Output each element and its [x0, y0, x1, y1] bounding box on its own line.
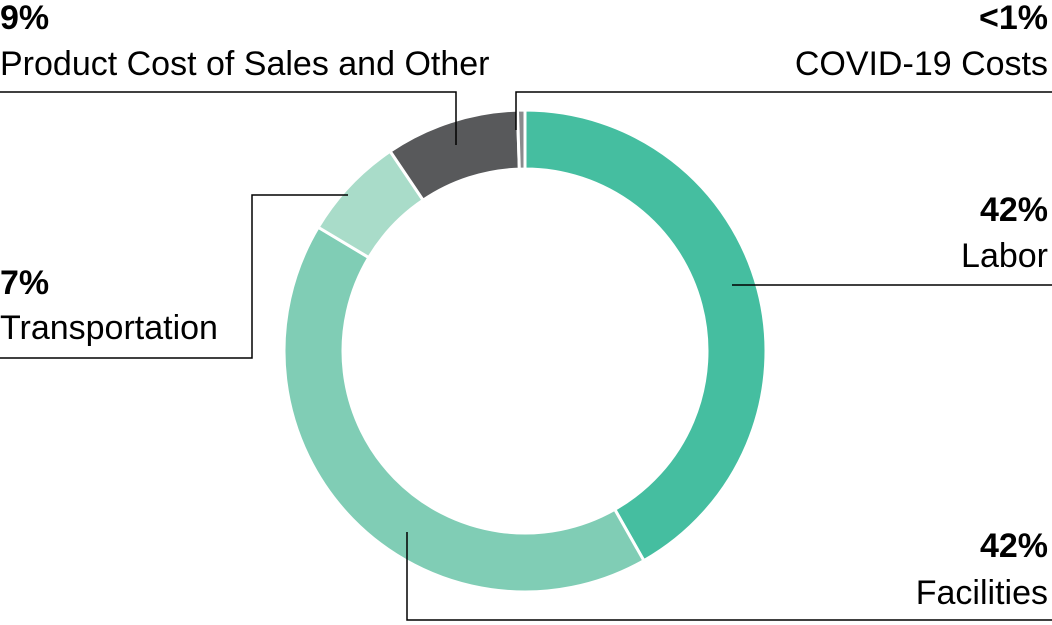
value-label: 7% — [0, 264, 49, 302]
value-label: 9% — [0, 0, 49, 37]
value-label: 42% — [980, 191, 1048, 229]
donut-slice — [523, 108, 768, 563]
category-label: Transportation — [0, 309, 218, 347]
value-label: <1% — [979, 0, 1048, 37]
value-label: 42% — [980, 527, 1048, 565]
category-label: Product Cost of Sales and Other — [0, 45, 489, 83]
category-label: COVID-19 Costs — [795, 45, 1048, 83]
category-label: Facilities — [916, 574, 1048, 612]
leader-line — [515, 91, 1052, 130]
leader-line — [0, 194, 348, 359]
donut-slice — [515, 108, 527, 171]
donut-slice — [282, 225, 646, 594]
leader-line — [406, 532, 1052, 621]
leader-line — [0, 91, 457, 145]
category-label: Labor — [961, 237, 1048, 275]
donut — [282, 108, 768, 594]
